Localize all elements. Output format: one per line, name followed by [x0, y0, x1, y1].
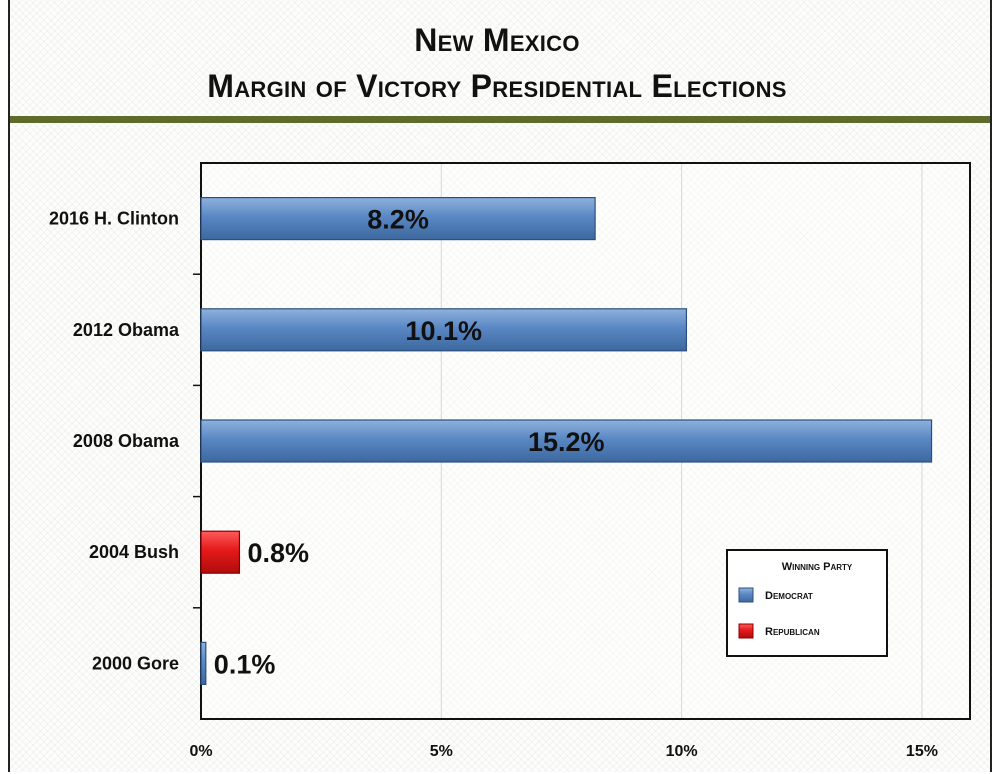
title-divider	[10, 116, 990, 123]
bar-2016-h-clinton	[200, 197, 596, 241]
bar-2008-obama	[200, 419, 933, 463]
legend-swatch-republican	[738, 623, 754, 639]
legend-box	[726, 549, 888, 657]
category-label: 2016 H. Clinton	[49, 209, 179, 229]
legend-swatch-democrat	[738, 587, 754, 603]
data-label: 15.2%	[528, 427, 605, 457]
slide-frame	[8, 0, 992, 772]
category-label: 2000 Gore	[92, 653, 179, 673]
data-label: 10.1%	[405, 316, 482, 346]
legend-label-republican: Republican	[765, 626, 820, 638]
x-tick-label: 10%	[666, 743, 698, 760]
legend-label-democrat: Democrat	[765, 590, 813, 602]
x-tick-label: 5%	[430, 743, 453, 760]
category-label: 2012 Obama	[73, 320, 180, 340]
legend-title: Winning Party	[782, 561, 853, 573]
data-label: 0.1%	[214, 649, 276, 679]
bar-2000-gore	[200, 641, 207, 686]
data-label: 8.2%	[367, 205, 429, 235]
category-label: 2004 Bush	[89, 542, 179, 562]
x-tick-label: 15%	[906, 743, 938, 760]
chart-subtitle: Margin of Victory Presidential Elections	[207, 68, 787, 104]
data-label: 0.8%	[247, 538, 309, 568]
x-tick-label: 0%	[189, 743, 212, 760]
bar-2012-obama	[200, 308, 688, 352]
chart-title: New Mexico	[414, 22, 580, 58]
category-label: 2008 Obama	[73, 431, 180, 451]
bar-2004-bush	[200, 530, 241, 574]
